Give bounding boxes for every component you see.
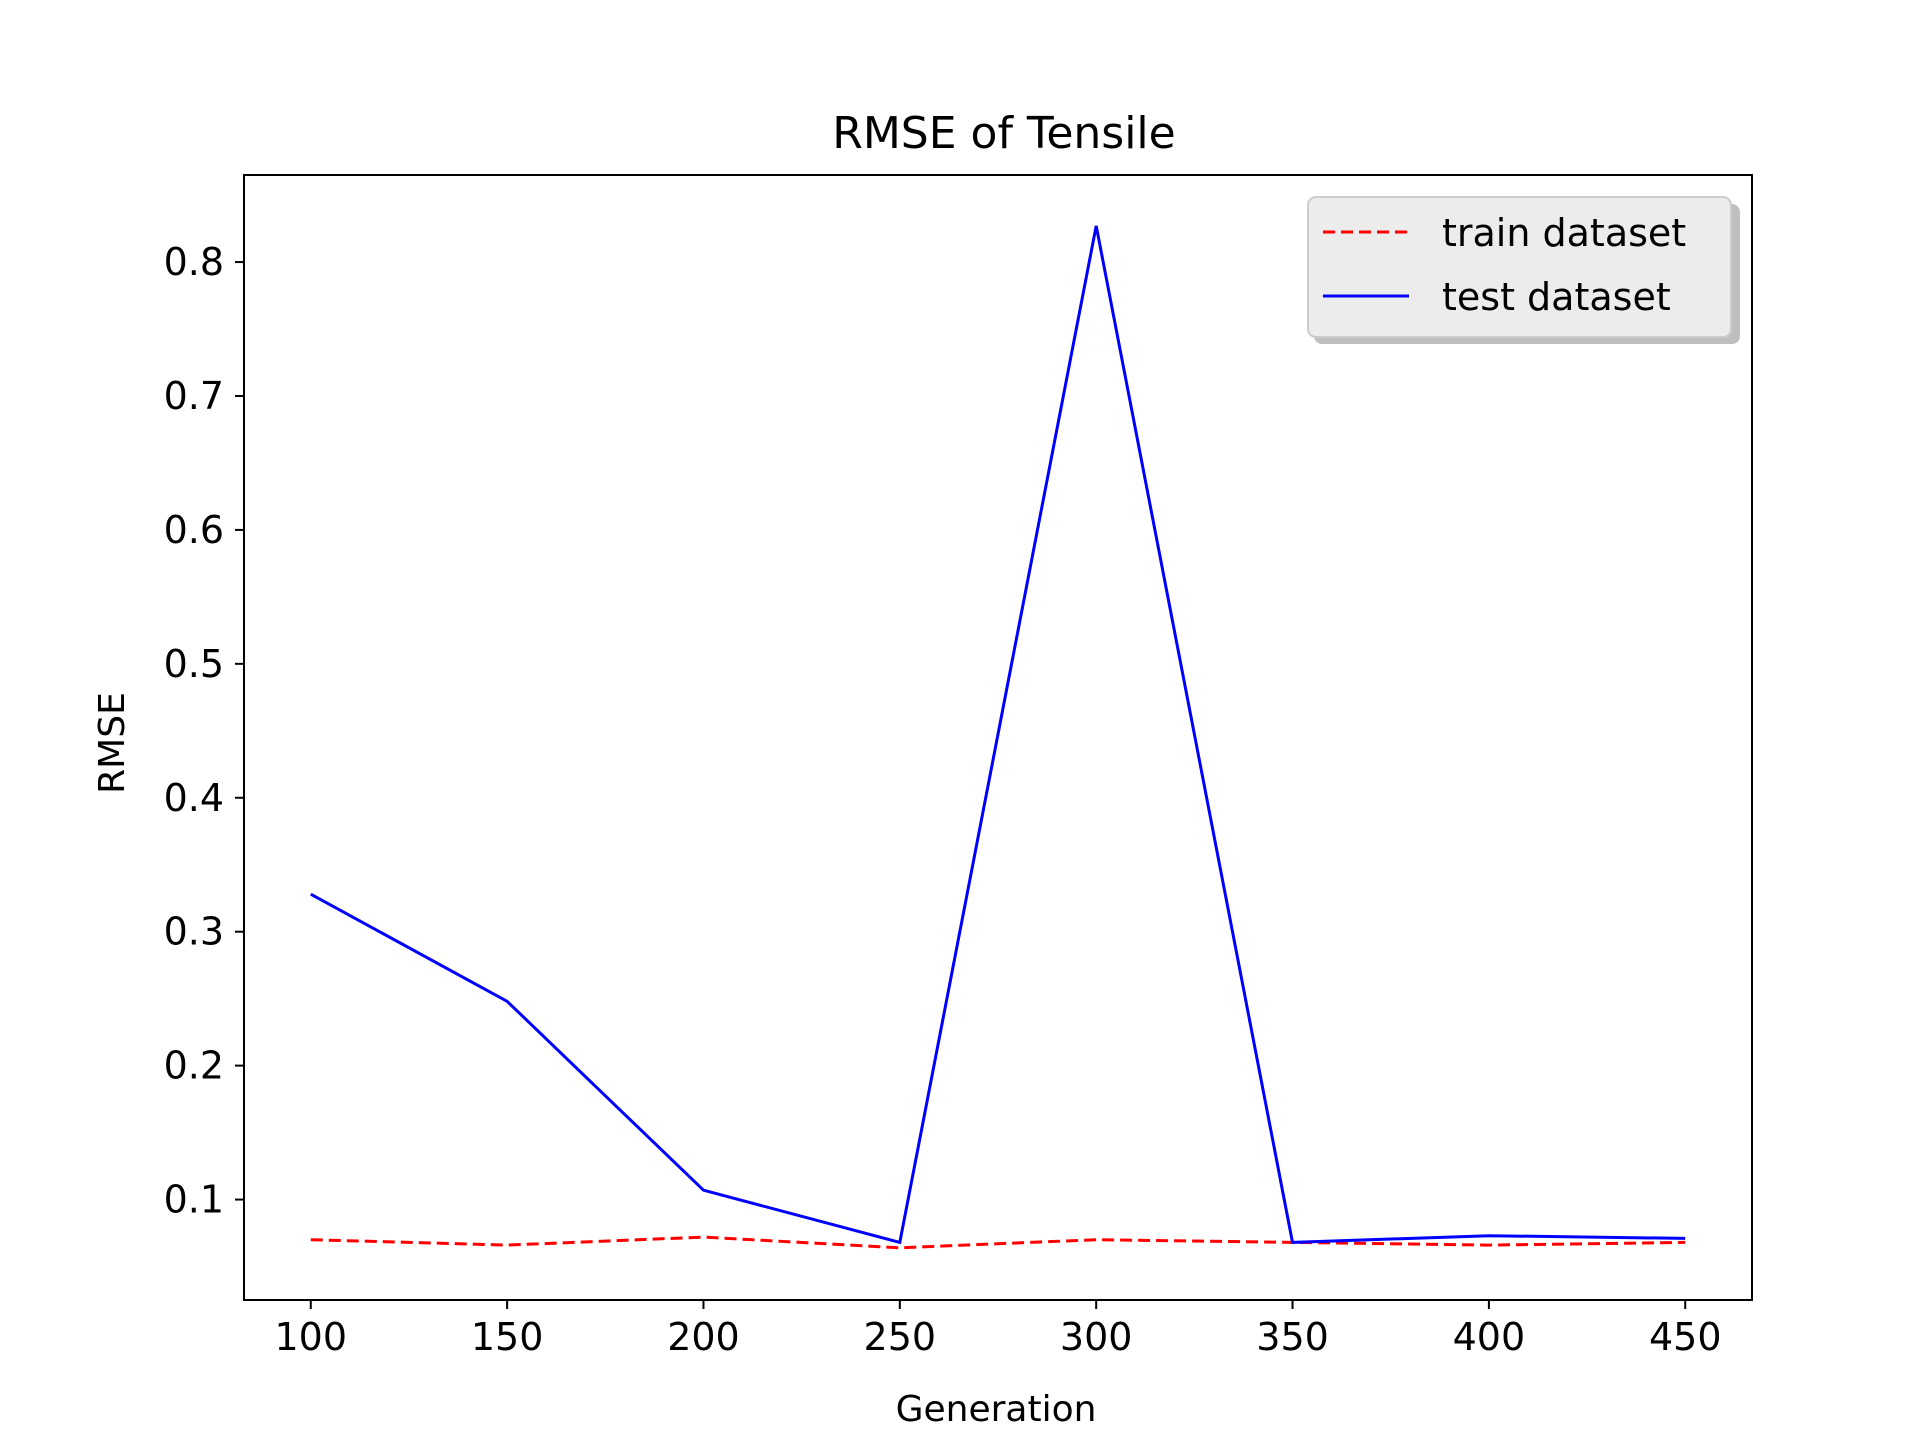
x-tick-label: 250: [864, 1315, 937, 1359]
x-tick-label: 200: [667, 1315, 740, 1359]
legend-label-test: test dataset: [1442, 275, 1671, 319]
y-tick-label: 0.4: [164, 776, 224, 820]
x-tick-label: 350: [1256, 1315, 1329, 1359]
plot-series: [310, 225, 1686, 1250]
legend-label-train: train dataset: [1442, 211, 1686, 255]
x-axis-ticks: 100 150 200 250 300 350 400 450: [274, 1300, 1722, 1359]
y-tick-label: 0.7: [164, 374, 224, 418]
x-tick-label: 400: [1453, 1315, 1526, 1359]
plot-area-frame: [243, 174, 1753, 1301]
y-tick-label: 0.8: [164, 240, 224, 284]
series-line-test: [310, 225, 1686, 1245]
legend-box: [1307, 196, 1732, 338]
chart-title: RMSE of Tensile: [832, 108, 1175, 159]
y-tick-label: 0.5: [164, 642, 224, 686]
x-axis-label: Generation: [896, 1389, 1097, 1430]
x-tick-label: 450: [1649, 1315, 1722, 1359]
y-tick-label: 0.6: [164, 508, 224, 552]
x-tick-label: 100: [274, 1315, 347, 1359]
y-axis-label: RMSE: [92, 692, 133, 794]
y-tick-label: 0.2: [164, 1044, 224, 1088]
x-tick-label: 300: [1060, 1315, 1133, 1359]
y-tick-label: 0.3: [164, 910, 224, 954]
legend: train dataset test dataset: [1307, 196, 1740, 344]
series-line-train: [310, 1235, 1686, 1250]
y-tick-label: 0.1: [164, 1178, 224, 1222]
x-tick-label: 150: [471, 1315, 544, 1359]
y-axis-ticks: 0.1 0.2 0.3 0.4 0.5 0.6 0.7 0.8: [164, 240, 244, 1222]
